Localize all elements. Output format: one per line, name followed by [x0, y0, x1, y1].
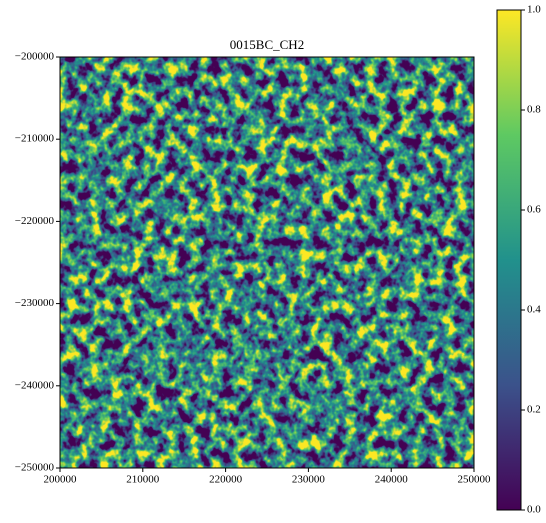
x-tick-label: 250000 — [458, 474, 492, 486]
x-tick-label: 230000 — [292, 474, 326, 486]
y-tick-label: −230000 — [15, 297, 55, 309]
colorbar-tick-label: 0.2 — [527, 404, 541, 416]
colorbar-tick-label: 0.0 — [527, 504, 541, 516]
x-tick-label: 220000 — [209, 474, 243, 486]
colorbar-tick-label: 0.6 — [527, 204, 541, 216]
y-tick-label: −210000 — [15, 133, 55, 145]
y-tick-label: −200000 — [15, 51, 55, 63]
colorbar-tick-label: 1.0 — [527, 4, 541, 16]
heatmap-image — [60, 57, 474, 468]
chart-title: 0015BC_CH2 — [230, 37, 304, 52]
y-tick-label: −220000 — [15, 215, 55, 227]
colorbar — [496, 9, 522, 511]
plot-frame — [59, 56, 475, 469]
colorbar-tick-label: 0.8 — [527, 104, 541, 116]
y-tick-label: −240000 — [15, 379, 55, 391]
y-tick-label: −250000 — [15, 462, 55, 474]
x-tick-label: 200000 — [44, 474, 78, 486]
colorbar-tick-label: 0.4 — [527, 304, 541, 316]
x-tick-label: 240000 — [375, 474, 409, 486]
x-tick-label: 210000 — [126, 474, 160, 486]
